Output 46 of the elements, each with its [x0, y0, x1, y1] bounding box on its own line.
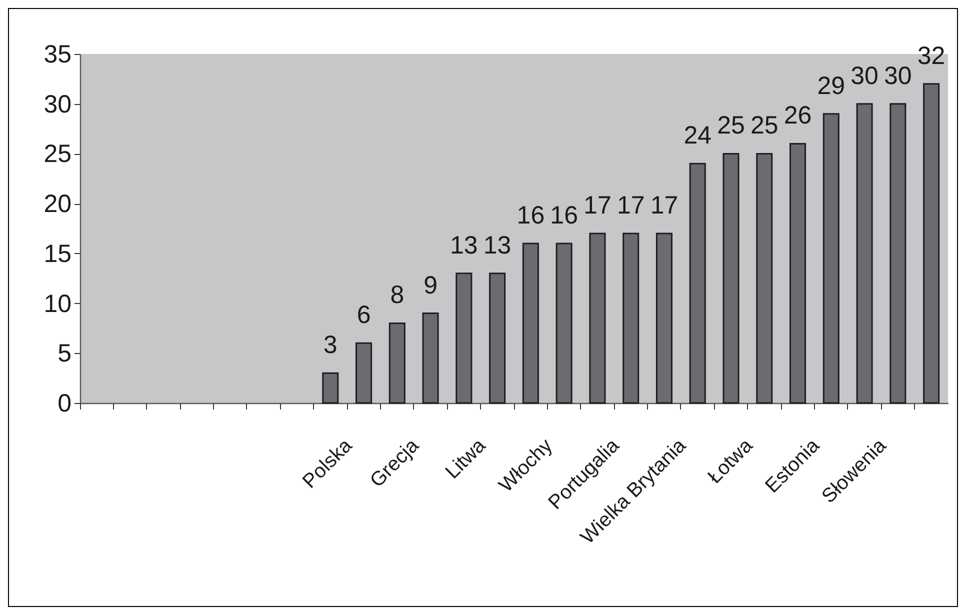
data-label: 32	[917, 42, 946, 70]
data-label: 26	[784, 102, 812, 130]
y-tick-label: 25	[44, 140, 72, 168]
data-label: 6	[356, 301, 371, 330]
data-label: 17	[584, 191, 612, 220]
bar	[689, 162, 706, 404]
data-label: 29	[817, 72, 846, 100]
y-tick-label: 0	[58, 390, 72, 418]
bar	[822, 113, 840, 404]
bar	[522, 242, 539, 404]
data-label: 17	[616, 191, 645, 220]
data-label: 24	[684, 122, 712, 150]
bar	[622, 232, 640, 404]
data-label: 25	[750, 112, 778, 140]
bar	[722, 152, 740, 404]
bar	[388, 322, 406, 404]
data-label: 13	[483, 231, 512, 260]
bar	[422, 312, 439, 404]
bar	[923, 83, 940, 404]
data-label: 17	[650, 191, 678, 220]
y-tick-label: 30	[44, 90, 72, 118]
data-label: 30	[850, 62, 878, 90]
data-label: 13	[450, 231, 478, 260]
bar	[356, 342, 372, 404]
bar	[790, 142, 806, 404]
y-tick-label: 35	[44, 40, 72, 68]
data-label: 8	[390, 281, 404, 310]
y-tick-label: 20	[44, 190, 72, 218]
y-tick-label: 10	[44, 290, 72, 318]
y-tick-label: 15	[44, 240, 72, 268]
data-label: 30	[884, 62, 912, 90]
bar	[489, 272, 506, 404]
bar	[890, 103, 906, 404]
bar	[322, 372, 339, 404]
data-label: 16	[516, 201, 545, 230]
bar	[456, 272, 472, 404]
bar	[589, 232, 606, 404]
bar	[756, 152, 773, 404]
data-label: 16	[550, 201, 578, 230]
data-label: 9	[424, 271, 438, 300]
data-label: 3	[323, 331, 338, 360]
y-tick-label: 5	[58, 340, 72, 368]
data-label: 25	[717, 112, 745, 140]
bar	[556, 242, 572, 404]
bar	[856, 103, 873, 404]
bar	[656, 232, 672, 404]
